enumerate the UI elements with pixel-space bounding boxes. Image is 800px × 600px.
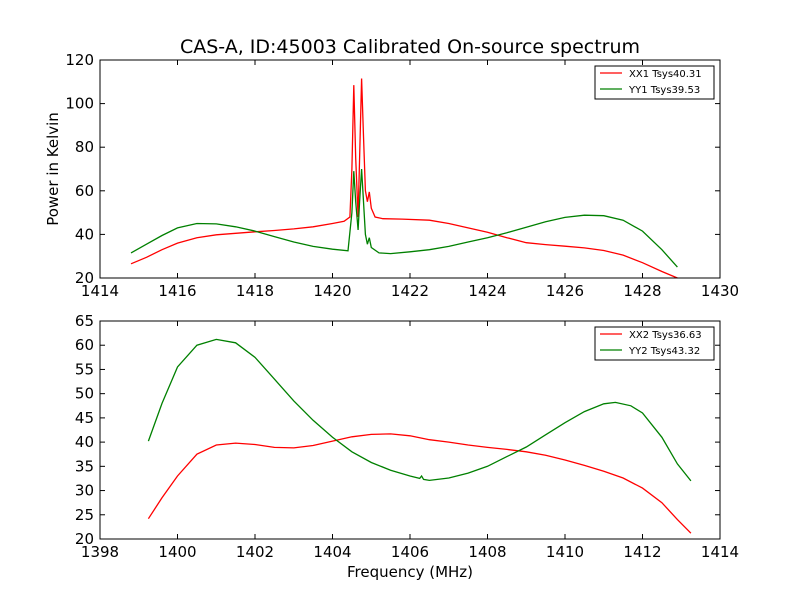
x-tick-label: 1420 <box>313 282 351 300</box>
top-plot-ticks: 1414 1416 1418 1420 1422 1424 1426 1428 1430 20 40… <box>65 51 739 300</box>
y-tick-label: 25 <box>75 506 94 524</box>
y-tick-label: 60 <box>75 182 94 200</box>
x-tick-label: 1398 <box>81 543 119 561</box>
y-tick-label: 60 <box>75 336 94 354</box>
y-tick-label: 40 <box>75 433 94 451</box>
bottom-legend: XX2 Tsys36.63 YY2 Tsys43.32 <box>594 326 715 361</box>
y-tick-label: 40 <box>75 225 94 243</box>
y-tick-label: 45 <box>75 409 94 427</box>
x-tick-label: 1430 <box>701 282 739 300</box>
bottom-x-axis-title: Frequency (MHz) <box>347 563 473 581</box>
y-tick-label: 35 <box>75 457 94 475</box>
x-tick-label: 1422 <box>391 282 429 300</box>
bottom-plot: 1398 1400 1402 1404 1406 1408 1410 1412 1414 20 25… <box>75 312 739 581</box>
x-tick-label: 1416 <box>158 282 196 300</box>
x-tick-label: 1410 <box>546 543 584 561</box>
x-tick-label: 1404 <box>313 543 351 561</box>
x-tick-label: 1406 <box>391 543 429 561</box>
top-legend-label-yy1: YY1 Tsys39.53 <box>628 85 700 96</box>
top-legend-label-xx1: XX1 Tsys40.31 <box>629 69 702 80</box>
x-tick-label: 1428 <box>623 282 661 300</box>
x-tick-label: 1408 <box>468 543 506 561</box>
y-tick-label: 20 <box>75 530 94 548</box>
x-tick-label: 1414 <box>81 282 119 300</box>
x-tick-label: 1418 <box>236 282 274 300</box>
bottom-plot-ticks: 1398 1400 1402 1404 1406 1408 1410 1412 1414 20 25… <box>75 312 739 561</box>
x-tick-label: 1400 <box>158 543 196 561</box>
x-tick-label: 1414 <box>701 543 739 561</box>
y-tick-label: 30 <box>75 482 94 500</box>
top-legend-box <box>594 65 715 100</box>
series-line-yy2 <box>147 338 692 482</box>
y-tick-label: 100 <box>65 95 94 113</box>
series-line-xx2 <box>147 433 692 534</box>
bottom-legend-label-xx2: XX2 Tsys36.63 <box>629 330 702 341</box>
x-tick-label: 1402 <box>236 543 274 561</box>
top-legend: XX1 Tsys40.31 YY1 Tsys39.53 <box>594 65 715 100</box>
top-y-axis-title: Power in Kelvin <box>44 112 62 226</box>
y-tick-label: 20 <box>75 269 94 287</box>
y-tick-label: 65 <box>75 312 94 330</box>
series-line-xx1 <box>130 78 678 279</box>
y-tick-label: 120 <box>65 51 94 69</box>
top-plot: 1414 1416 1418 1420 1422 1424 1426 1428 1430 20 40… <box>44 51 739 300</box>
series-line-yy1 <box>130 168 678 268</box>
bottom-legend-box <box>594 326 715 361</box>
bottom-legend-label-yy2: YY2 Tsys43.32 <box>628 346 700 357</box>
x-tick-label: 1412 <box>623 543 661 561</box>
x-tick-label: 1426 <box>546 282 584 300</box>
y-tick-label: 50 <box>75 385 94 403</box>
x-tick-label: 1424 <box>468 282 506 300</box>
y-tick-label: 55 <box>75 360 94 378</box>
bottom-plot-lines <box>147 338 692 534</box>
top-plot-lines <box>130 78 678 279</box>
chart-title: CAS-A, ID:45003 Calibrated On-source spe… <box>180 36 640 58</box>
y-tick-label: 80 <box>75 138 94 156</box>
